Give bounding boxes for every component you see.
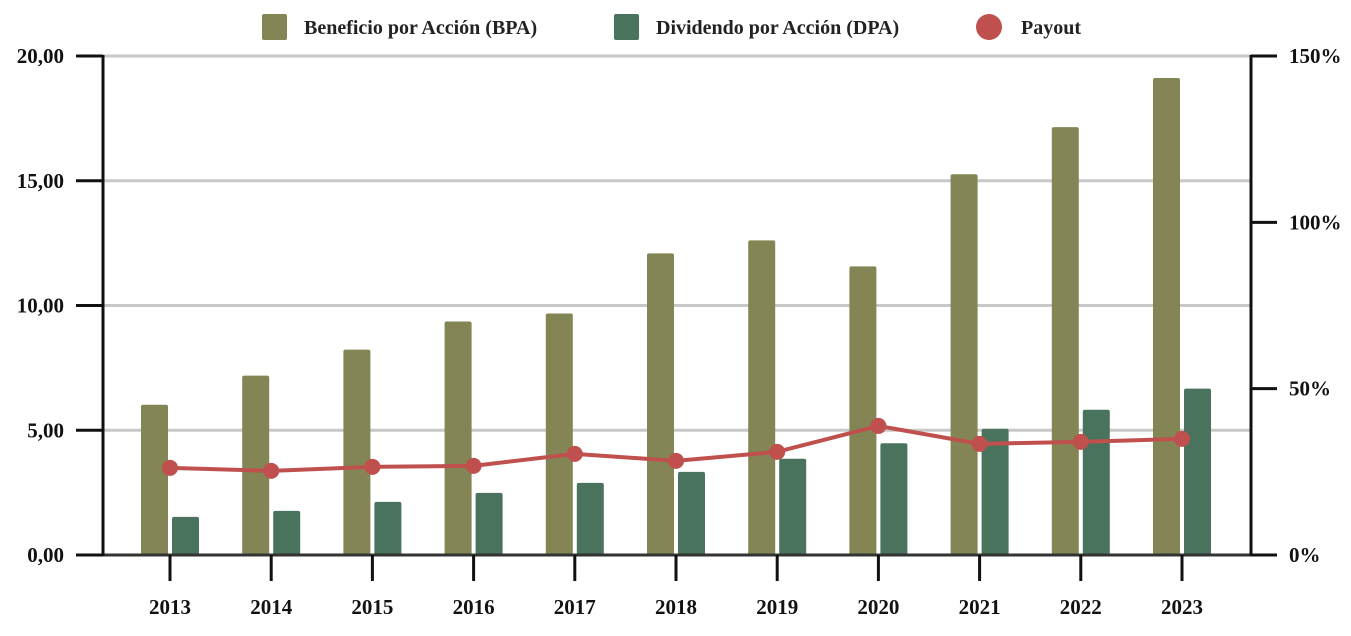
bar-bpa-2017[interactable]	[545, 313, 573, 555]
payout-point-2021[interactable]	[971, 435, 988, 452]
bars	[141, 77, 1211, 556]
x-tick-label: 2015	[351, 595, 393, 619]
left-tick-label: 10,00	[17, 294, 64, 318]
x-tick-label: 2017	[554, 595, 596, 619]
legend-label-payout: Payout	[1021, 17, 1081, 39]
left-tick-label: 0,00	[27, 543, 64, 567]
x-axis-ticks: 2013 2014 2015 2016 2017 2018 2019 2020 2021 2022…	[149, 555, 1203, 619]
x-tick-label: 2020	[857, 595, 899, 619]
right-tick-label: 100%	[1289, 210, 1342, 234]
bar-dpa-2021[interactable]	[981, 428, 1009, 555]
legend-swatch-bpa	[262, 14, 287, 40]
legend-item-bpa[interactable]: Beneficio por Acción (BPA)	[262, 14, 537, 40]
bar-dpa-2020[interactable]	[880, 443, 908, 555]
legend-swatch-dpa	[614, 14, 639, 40]
bar-dpa-2016[interactable]	[475, 492, 503, 555]
payout-point-2014[interactable]	[263, 462, 280, 479]
payout-point-2019[interactable]	[769, 443, 786, 460]
bar-bpa-2016[interactable]	[444, 321, 472, 555]
bar-bpa-2022[interactable]	[1051, 127, 1079, 556]
bar-dpa-2017[interactable]	[576, 482, 604, 555]
legend-label-dpa: Dividendo por Acción (DPA)	[656, 17, 899, 39]
x-tick-label: 2013	[149, 595, 191, 619]
legend: Beneficio por Acción (BPA) Dividendo por…	[262, 14, 1081, 40]
x-tick-label: 2014	[250, 595, 293, 619]
right-axis-ticks: 0% 50% 100% 150%	[1251, 44, 1342, 567]
bar-bpa-2018[interactable]	[647, 253, 674, 556]
x-tick-label: 2019	[756, 595, 798, 619]
bar-dpa-2018[interactable]	[678, 471, 705, 555]
payout-point-2023[interactable]	[1174, 430, 1190, 447]
payout-point-2018[interactable]	[668, 452, 684, 469]
payout-point-2015[interactable]	[364, 458, 381, 475]
right-tick-label: 150%	[1289, 44, 1342, 68]
left-tick-label: 5,00	[27, 418, 64, 442]
legend-item-dpa[interactable]: Dividendo por Acción (DPA)	[614, 14, 899, 40]
bar-dpa-2023[interactable]	[1184, 388, 1211, 555]
legend-swatch-payout	[976, 14, 1002, 40]
bar-bpa-2019[interactable]	[748, 240, 776, 555]
legend-item-payout[interactable]: Payout	[976, 14, 1081, 40]
payout-point-2022[interactable]	[1072, 433, 1089, 450]
x-tick-label: 2023	[1161, 595, 1203, 619]
bar-dpa-2014[interactable]	[273, 510, 301, 555]
right-tick-label: 50%	[1289, 377, 1331, 401]
bar-bpa-2015[interactable]	[343, 349, 371, 555]
left-tick-label: 20,00	[17, 44, 64, 68]
payout-line	[162, 417, 1190, 479]
right-tick-label: 0%	[1289, 543, 1321, 567]
bar-dpa-2015[interactable]	[374, 501, 402, 555]
x-tick-label: 2022	[1060, 595, 1102, 619]
payout-point-2017[interactable]	[566, 445, 583, 462]
bar-bpa-2014[interactable]	[242, 375, 270, 555]
bar-dpa-2013[interactable]	[172, 516, 199, 555]
left-tick-label: 15,00	[17, 169, 64, 193]
bar-bpa-2020[interactable]	[849, 266, 877, 555]
payout-point-2016[interactable]	[465, 457, 482, 474]
left-axis-ticks: 0,00 5,00 10,00 15,00 20,00	[17, 44, 103, 567]
legend-label-bpa: Beneficio por Acción (BPA)	[304, 17, 537, 39]
x-tick-label: 2021	[959, 595, 1001, 619]
payout-point-2020[interactable]	[870, 417, 887, 434]
x-tick-label: 2016	[453, 595, 495, 619]
bar-dpa-2022[interactable]	[1082, 409, 1110, 555]
bar-dpa-2019[interactable]	[779, 458, 807, 555]
x-tick-label: 2018	[655, 595, 697, 619]
payout-point-2013[interactable]	[162, 459, 178, 476]
bar-bpa-2013[interactable]	[141, 404, 168, 555]
bar-bpa-2021[interactable]	[950, 174, 978, 555]
bar-bpa-2023[interactable]	[1153, 77, 1180, 556]
